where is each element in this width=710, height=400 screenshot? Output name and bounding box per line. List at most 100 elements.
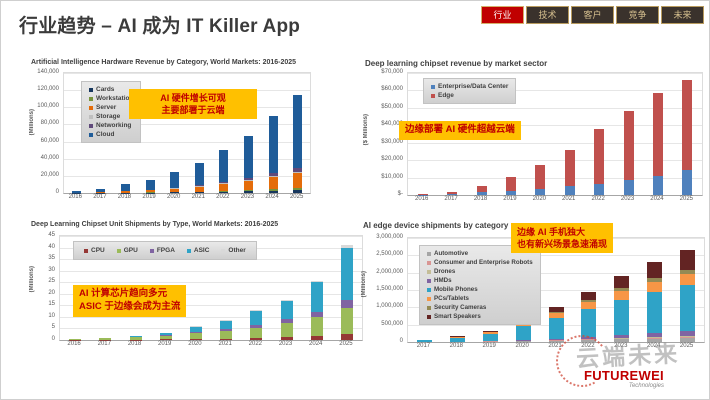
bar-slot [496, 73, 525, 195]
bar-segment [219, 191, 229, 193]
chart-edge-device-shipments: AI edge device shipments by category (Mi… [361, 221, 709, 383]
bar-segment [120, 191, 130, 193]
bar-segment [220, 320, 233, 330]
y-tick-label: $70,000 [381, 69, 403, 75]
bar-slot [408, 238, 441, 342]
bar-segment [614, 337, 630, 339]
y-tick-label: 0 [55, 189, 59, 195]
bar-slot [236, 73, 261, 193]
bar-segment [548, 340, 564, 342]
gridline [408, 177, 702, 179]
stacked-bar [564, 73, 575, 195]
y-tick-label: 3,000,000 [376, 234, 403, 240]
y-tick-label: $- [397, 191, 403, 197]
tab-industry[interactable]: 行业 [481, 6, 524, 24]
y-tick-label: 40 [48, 243, 55, 250]
legend-label: Automotive [434, 250, 469, 257]
bar-segment [310, 282, 323, 312]
legend-item: FPGA [149, 247, 175, 254]
bar-segment [243, 190, 253, 192]
x-axis-labels: 2016 2017 2018 2019 2020 2021 2022 2023 2024 2025 [59, 341, 361, 347]
stacked-bar [194, 73, 204, 193]
gridline [408, 73, 702, 74]
legend-swatch [84, 248, 88, 253]
bar-segment [449, 336, 465, 337]
bar-segment [505, 176, 516, 192]
bar-segment [614, 338, 630, 340]
bar-segment [682, 79, 693, 170]
tab-competition[interactable]: 竞争 [616, 6, 659, 24]
x-tick-label: 2023 [614, 343, 628, 349]
bar-slot [605, 238, 638, 342]
bar-segment [250, 327, 263, 338]
legend-item: Networking [89, 122, 133, 129]
legend-swatch [427, 269, 431, 274]
bar-segment [268, 172, 278, 176]
bar-segment [170, 172, 180, 188]
y-tick-label: 30 [48, 266, 55, 273]
bar-segment [340, 247, 353, 300]
tab-future[interactable]: 未来 [661, 6, 704, 24]
bar-segment [581, 340, 597, 342]
chart-chipset-revenue-by-sector: Deep learning chipset revenue by market … [363, 59, 707, 221]
bar-segment [680, 335, 696, 337]
callout-edge-surpasses-cloud: 边缘部署 AI 硬件超越云端 [399, 121, 521, 140]
bar-segment [482, 331, 498, 334]
stacked-bar [219, 73, 229, 193]
tab-customer[interactable]: 客户 [571, 6, 614, 24]
bar-segment [194, 192, 204, 193]
bar-segment [310, 311, 323, 318]
x-axis-labels: 2016 2017 2018 2019 2020 2021 2022 2023 2024 2025 [407, 196, 701, 202]
x-tick-label: 2021 [191, 194, 205, 200]
x-tick-label: 2023 [278, 341, 293, 347]
stacked-bar [682, 73, 693, 195]
bar-segment [280, 337, 293, 340]
legend-item: Cards [89, 86, 133, 93]
y-axis-ticks: 3,000,000 2,500,000 2,000,000 1,500,000 1,00… [365, 234, 405, 344]
tab-technology[interactable]: 技术 [526, 6, 569, 24]
bar-segment [268, 176, 278, 189]
bar-slot [187, 73, 212, 193]
legend-swatch [427, 260, 431, 265]
bar-segment [194, 186, 204, 192]
bar-segment [293, 168, 303, 173]
bar-segment [170, 188, 180, 192]
x-tick-label: 2017 [93, 194, 107, 200]
stacked-bar [652, 73, 663, 195]
bar-slot [261, 73, 286, 193]
legend-swatch [427, 296, 431, 301]
x-tick-label: 2021 [548, 343, 562, 349]
y-tick-label: 10 [48, 312, 55, 319]
bar-slot [584, 73, 613, 195]
bar-segment [159, 339, 172, 340]
legend-swatch [89, 87, 93, 92]
bar-segment [614, 276, 630, 289]
x-tick-label: 2025 [679, 343, 694, 349]
chart-title: Deep learning chipset revenue by market … [365, 59, 548, 68]
legend-label: Cloud [96, 131, 115, 138]
x-tick-label: 2022 [248, 341, 262, 347]
gridline [408, 125, 702, 127]
callout-line: 边缘部署 AI 硬件超越云端 [405, 124, 515, 135]
legend-label: Cards [96, 86, 115, 93]
bar-segment [449, 336, 465, 338]
stacked-bar [250, 236, 263, 340]
legend-label: Drones [434, 268, 456, 275]
bar-slot [162, 73, 187, 193]
legend-item: Workstation [89, 95, 133, 102]
gridline [64, 73, 310, 74]
legend-label: Networking [96, 122, 132, 129]
y-tick-label: 35 [48, 255, 55, 262]
bar-segment [293, 188, 303, 190]
legend-item: Storage [89, 113, 133, 120]
bar-segment [129, 337, 142, 340]
legend-label: Mobile Phones [434, 286, 478, 293]
y-tick-label: $20,000 [381, 156, 403, 163]
x-tick-label: 2018 [449, 343, 464, 349]
legend-swatch [427, 251, 431, 256]
stacked-bar [120, 73, 130, 193]
stacked-bar [71, 73, 81, 193]
bar-segment [310, 317, 323, 336]
y-tick-label: 2,500,000 [376, 251, 403, 258]
